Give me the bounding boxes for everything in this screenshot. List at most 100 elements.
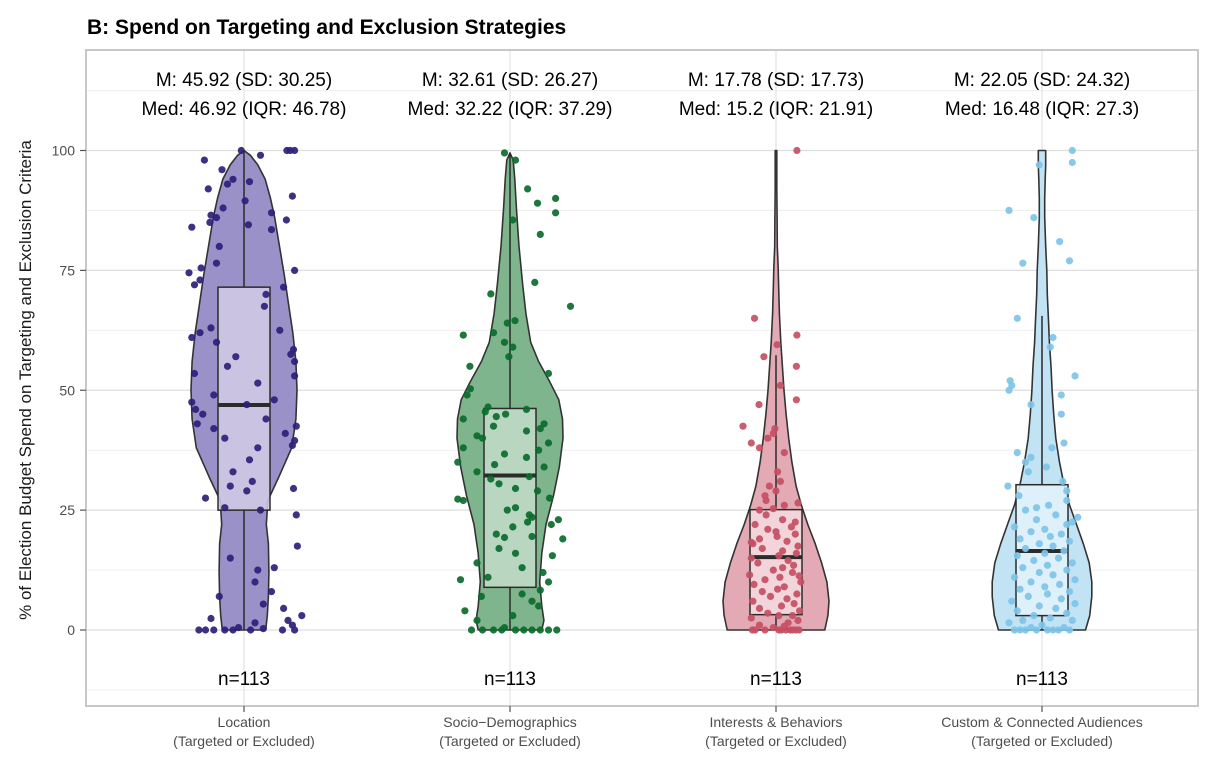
data-point (518, 590, 526, 598)
data-point (241, 197, 249, 205)
data-point (1063, 487, 1071, 495)
data-point (780, 583, 788, 591)
data-point (794, 616, 802, 625)
data-point (500, 338, 509, 346)
data-point (292, 422, 300, 430)
data-point (779, 547, 787, 555)
data-point (787, 523, 796, 531)
data-point (288, 192, 296, 200)
data-point (478, 626, 487, 634)
data-point (755, 621, 764, 629)
data-point (1027, 528, 1035, 536)
data-point (764, 525, 772, 533)
data-point (502, 410, 510, 418)
mean-sd-label: M: 45.92 (SD: 30.25) (156, 70, 332, 91)
data-point (503, 506, 511, 514)
data-point (210, 391, 218, 399)
data-point (288, 621, 296, 629)
data-point (487, 290, 495, 298)
data-point (1043, 561, 1052, 569)
data-point (1052, 511, 1060, 519)
data-point (1074, 513, 1082, 521)
data-point (1071, 372, 1079, 380)
data-point (1038, 621, 1046, 629)
data-point (467, 626, 476, 634)
data-point (1010, 523, 1019, 531)
data-point (270, 396, 278, 404)
data-point (1049, 542, 1057, 550)
data-point (1041, 583, 1049, 591)
data-point (210, 425, 218, 433)
data-point (286, 146, 294, 155)
data-point (793, 146, 801, 155)
data-point (200, 156, 208, 164)
data-point (784, 556, 792, 565)
data-point (218, 166, 226, 174)
data-point (1024, 468, 1032, 476)
data-point (1059, 477, 1067, 485)
data-point (248, 477, 256, 485)
data-point (762, 511, 770, 519)
data-point (1027, 453, 1035, 461)
data-point (792, 396, 801, 404)
data-point (1056, 580, 1064, 589)
data-point (289, 484, 298, 493)
data-point (1046, 614, 1054, 622)
data-point (197, 264, 205, 272)
data-point (293, 542, 301, 550)
data-point (1043, 590, 1052, 598)
mean-sd-label: M: 17.78 (SD: 17.73) (688, 70, 864, 91)
data-point (566, 302, 575, 310)
data-point (262, 415, 270, 423)
data-point (478, 434, 487, 442)
data-point (207, 324, 215, 332)
data-point (747, 554, 755, 562)
data-point (779, 564, 787, 572)
data-point (788, 612, 797, 620)
data-point (536, 586, 544, 594)
x-tick-label: Socio−Demographics (443, 714, 576, 730)
data-point (776, 477, 785, 485)
data-point (792, 362, 801, 370)
data-point (511, 504, 520, 512)
data-point (459, 331, 467, 339)
data-point (500, 149, 509, 157)
data-point (1060, 547, 1068, 555)
median-iqr-label: Med: 15.2 (IQR: 21.91) (679, 99, 873, 120)
data-point (1065, 257, 1074, 265)
data-point (234, 624, 243, 632)
data-point (459, 444, 467, 452)
data-point (536, 230, 544, 238)
data-point (553, 626, 561, 634)
data-point (535, 602, 543, 610)
y-tick-label: 50 (59, 382, 75, 398)
data-point (769, 566, 777, 574)
data-point (473, 616, 481, 625)
data-point (1068, 518, 1076, 526)
data-point (775, 612, 783, 620)
data-point (1019, 616, 1027, 625)
data-point (484, 403, 492, 411)
x-tick-label: Location (218, 714, 271, 730)
data-point (1006, 377, 1014, 385)
data-point (210, 626, 218, 634)
data-point (788, 568, 797, 577)
data-point (739, 422, 747, 430)
data-point (522, 427, 531, 435)
data-point (201, 626, 210, 634)
y-tick-label: 0 (67, 622, 75, 638)
data-point (769, 624, 777, 632)
data-point (491, 461, 499, 469)
data-point (533, 199, 542, 207)
data-point (276, 326, 284, 334)
data-point (1057, 595, 1065, 603)
data-point (473, 432, 481, 440)
data-point (192, 405, 200, 413)
data-point (1068, 616, 1076, 625)
data-point (791, 518, 799, 526)
data-point (1054, 626, 1063, 634)
data-point (511, 156, 520, 164)
data-point (1063, 566, 1071, 574)
data-point (758, 588, 766, 596)
data-point (229, 468, 237, 476)
